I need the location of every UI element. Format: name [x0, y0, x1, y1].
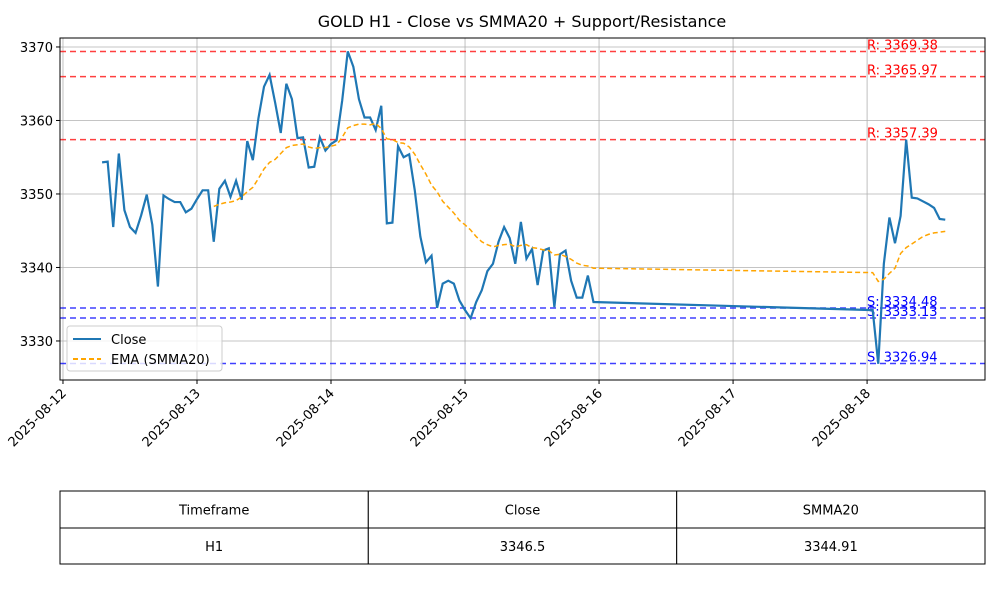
- table-cell-text: 3346.5: [500, 540, 546, 555]
- level-label: R: 3357.39: [867, 127, 938, 142]
- table-cell: [367, 490, 678, 529]
- x-tick-label: 2025-08-13: [140, 386, 204, 450]
- table-cell: [59, 490, 369, 529]
- table-cell-text: H1: [205, 540, 223, 555]
- y-tick-label: 3340: [20, 261, 53, 276]
- y-tick-label: 3330: [20, 335, 53, 350]
- table-cell: [676, 527, 986, 565]
- level-label: S: 3334.48: [867, 295, 938, 310]
- level-label: S: 3326.94: [867, 350, 938, 365]
- level-label: R: 3365.97: [867, 64, 938, 79]
- table-header: Close: [505, 504, 540, 519]
- y-tick-label: 3360: [20, 114, 53, 129]
- level-label: S: 3333.13: [867, 305, 938, 320]
- chart-title: GOLD H1 - Close vs SMMA20 + Support/Resi…: [318, 12, 727, 31]
- table-cell: [59, 527, 369, 565]
- x-tick-label: 2025-08-18: [810, 386, 874, 450]
- x-tick-label: 2025-08-12: [6, 386, 70, 450]
- table-header: Timeframe: [178, 504, 249, 519]
- x-tick-label: 2025-08-15: [408, 386, 472, 450]
- table-header: SMMA20: [803, 504, 859, 519]
- legend-label: EMA (SMMA20): [111, 353, 210, 368]
- x-tick-label: 2025-08-17: [676, 386, 740, 450]
- level-label: R: 3369.38: [867, 39, 938, 54]
- table-cell-text: 3344.91: [804, 540, 858, 555]
- y-tick-label: 3370: [20, 41, 53, 56]
- legend-box: [66, 325, 223, 372]
- x-tick-label: 2025-08-14: [274, 386, 338, 450]
- series-line: [101, 51, 946, 364]
- legend-label: Close: [111, 333, 146, 348]
- plot-frame: [59, 37, 986, 381]
- y-tick-label: 3350: [20, 188, 53, 203]
- table-cell: [676, 490, 986, 529]
- series-line: [213, 122, 946, 283]
- x-tick-label: 2025-08-16: [542, 386, 606, 450]
